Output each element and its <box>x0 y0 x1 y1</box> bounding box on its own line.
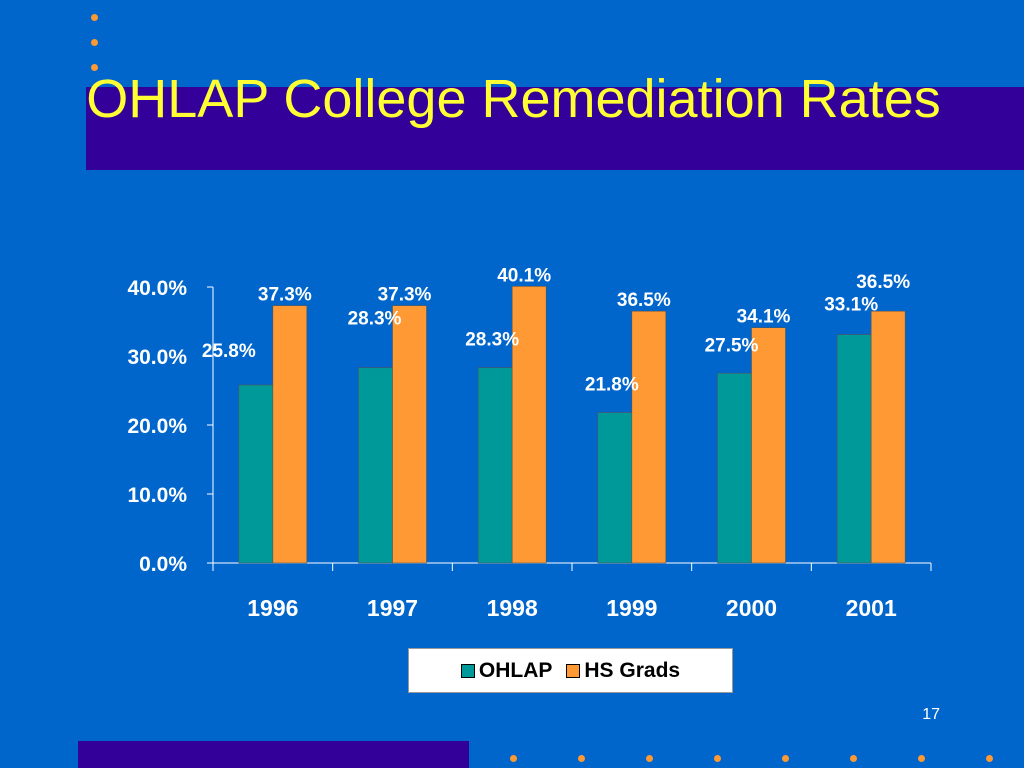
slide-title: OHLAP College Remediation Rates <box>86 69 941 129</box>
data-label-hs-grads: 34.1% <box>737 307 791 328</box>
data-label-ohlap: 27.5% <box>705 335 759 356</box>
legend-swatch-hs-grads <box>566 663 581 678</box>
bar-ohlap-1999 <box>597 412 633 564</box>
y-tick-label: 20.0% <box>127 415 187 438</box>
legend-item-ohlap: OHLAP <box>460 658 553 683</box>
slide-number: 17 <box>922 706 940 723</box>
title-band <box>86 87 1024 170</box>
data-label-ohlap: 28.3% <box>465 330 519 351</box>
bar-hs-grads-1996 <box>272 305 308 564</box>
y-tick-label: 0.0% <box>139 553 187 576</box>
dot <box>782 755 789 762</box>
dot <box>91 14 98 21</box>
data-label-hs-grads: 36.5% <box>617 290 671 311</box>
dot <box>578 755 585 762</box>
y-tick-label: 40.0% <box>127 277 187 300</box>
x-tick-label: 1999 <box>606 595 657 621</box>
data-label-hs-grads: 36.5% <box>856 272 910 293</box>
x-tick-label: 1997 <box>367 595 418 621</box>
data-label-ohlap: 33.1% <box>824 295 878 316</box>
dot <box>714 755 721 762</box>
x-tick-label: 2001 <box>846 595 897 621</box>
x-tick-label: 2000 <box>726 595 777 621</box>
dot <box>510 755 517 762</box>
bar-ohlap-2001 <box>836 334 872 564</box>
dot <box>850 755 857 762</box>
bar-ohlap-1998 <box>477 367 513 564</box>
x-tick-label: 1996 <box>247 595 298 621</box>
data-label-ohlap: 21.8% <box>585 375 639 396</box>
legend-swatch-ohlap <box>460 663 475 678</box>
data-label-hs-grads: 40.1% <box>497 265 551 286</box>
x-tick-label: 1998 <box>487 595 538 621</box>
y-tick-label: 10.0% <box>127 484 187 507</box>
dot <box>918 755 925 762</box>
y-tick-label: 30.0% <box>127 346 187 369</box>
bar-hs-grads-2001 <box>870 310 906 564</box>
bar-hs-grads-1998 <box>511 286 547 564</box>
bar-ohlap-1997 <box>358 367 393 564</box>
dot <box>91 39 98 46</box>
chart-legend: OHLAP HS Grads <box>408 648 733 693</box>
bar-ohlap-1996 <box>238 384 274 564</box>
legend-label-hs-grads: HS Grads <box>584 658 681 682</box>
footer-band <box>78 741 469 768</box>
data-label-hs-grads: 37.3% <box>378 285 432 306</box>
bar-ohlap-2000 <box>717 372 752 564</box>
data-label-hs-grads: 37.3% <box>258 285 312 306</box>
data-label-ohlap: 25.8% <box>202 341 256 362</box>
bar-hs-grads-1999 <box>631 310 667 564</box>
dot <box>646 755 653 762</box>
legend-item-hs-grads: HS Grads <box>566 659 680 683</box>
dot <box>986 755 993 762</box>
data-label-ohlap: 28.3% <box>348 309 402 330</box>
legend-label-ohlap: OHLAP <box>478 658 553 682</box>
bar-hs-grads-1997 <box>392 305 427 564</box>
dot <box>91 64 98 71</box>
bar-hs-grads-2000 <box>751 327 786 564</box>
